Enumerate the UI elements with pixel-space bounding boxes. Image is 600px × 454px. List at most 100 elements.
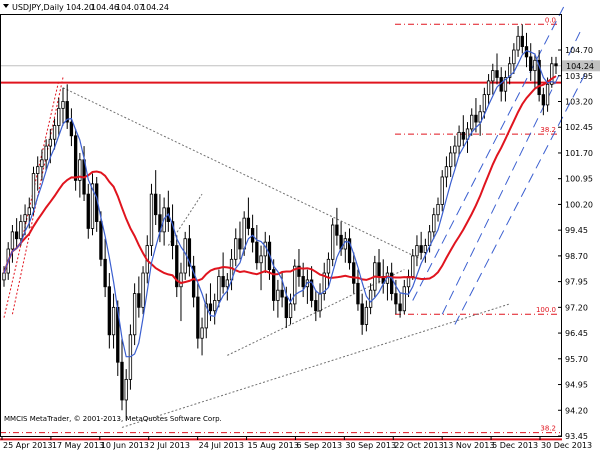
candle-body xyxy=(73,135,78,181)
candle-body xyxy=(179,272,183,288)
price-tick-label: 97.95 xyxy=(565,278,588,287)
price-tick-label: 101.70 xyxy=(565,149,593,158)
time-tick-label: 22 Oct 2013 xyxy=(394,441,443,450)
plot-frame xyxy=(0,14,562,437)
chart-header: USDJPY,Daily 104.20 104.46 104.07 104.24 xyxy=(3,3,169,12)
candle-body xyxy=(436,204,440,216)
candle-body xyxy=(242,217,246,250)
drawing-objects[interactable]: 0.0 38.2 100.0 38.2 xyxy=(0,5,595,441)
candle-body xyxy=(448,152,453,168)
candle-body xyxy=(352,262,356,284)
candle-body xyxy=(474,114,478,123)
price-tick-label: 93.45 xyxy=(565,432,588,441)
candle-body xyxy=(457,131,461,147)
current-price-label: 104.24 xyxy=(566,62,594,71)
fibonacci-level-label: 38.2 xyxy=(540,425,556,433)
time-tick-label: 2 Jul 2013 xyxy=(150,441,190,450)
candle-body xyxy=(533,59,537,72)
candle-body xyxy=(301,276,305,288)
symbol-label: USDJPY,Daily xyxy=(12,3,64,12)
price-tick-label: 96.45 xyxy=(565,329,588,338)
candle-body xyxy=(225,279,229,288)
candle-body xyxy=(293,265,297,305)
candle-body xyxy=(234,238,238,260)
price-tick-label: 100.95 xyxy=(565,175,593,184)
candle-body xyxy=(360,303,364,325)
candle-body xyxy=(69,121,74,137)
candle-body xyxy=(389,272,394,295)
candle-body xyxy=(61,101,65,109)
candle-body xyxy=(204,303,208,329)
candle-body xyxy=(255,241,259,264)
candle-body xyxy=(103,258,107,288)
candle-body xyxy=(331,224,335,260)
candle-body xyxy=(217,276,221,301)
candle-body xyxy=(196,296,200,339)
fibonacci-level-label: 0.0 xyxy=(545,16,556,24)
candle-body xyxy=(529,56,533,72)
time-tick-label: 30 Dec 2013 xyxy=(541,441,592,450)
time-tick-label: 24 Jul 2013 xyxy=(199,441,244,450)
price-tick-label: 100.20 xyxy=(565,200,593,209)
close-price: 104.24 xyxy=(141,3,169,12)
candle-body xyxy=(132,293,137,336)
open-price: 104.20 xyxy=(66,3,94,12)
candle-body xyxy=(314,300,318,312)
candle-body xyxy=(191,265,196,298)
candle-body xyxy=(90,183,95,229)
price-tick-label: 95.70 xyxy=(565,355,588,364)
candle-body xyxy=(52,125,57,140)
candle-body xyxy=(491,70,495,82)
candle-body xyxy=(554,63,558,67)
candle-body xyxy=(326,258,331,274)
candle-body xyxy=(280,289,284,298)
low-price: 104.07 xyxy=(116,3,144,12)
channel-line[interactable] xyxy=(441,29,582,315)
candle-body xyxy=(284,296,288,319)
candle-body xyxy=(432,214,436,233)
price-tick-label: 102.45 xyxy=(565,123,593,132)
candle-body xyxy=(238,238,242,250)
candle-body xyxy=(453,145,457,154)
time-tick-label: 30 Sep 2013 xyxy=(345,441,396,450)
candle-body xyxy=(23,214,27,222)
candle-body xyxy=(99,221,103,260)
candle-body xyxy=(335,224,339,236)
candle-body xyxy=(31,173,36,209)
candle-body xyxy=(221,276,225,288)
candle-body xyxy=(541,94,546,106)
candle-body xyxy=(246,217,251,229)
candle-body xyxy=(537,59,541,96)
time-tick-label: 13 Nov 2013 xyxy=(443,441,494,450)
candle-body xyxy=(276,289,280,301)
candle-body xyxy=(19,221,23,240)
candle-body xyxy=(137,293,141,308)
time-tick-label: 15 Aug 2013 xyxy=(248,441,299,450)
candle-body xyxy=(402,286,406,312)
candle-body xyxy=(419,245,423,253)
candle-body xyxy=(368,289,373,308)
candle-body xyxy=(423,245,428,253)
candle-body xyxy=(27,207,31,216)
candle-body xyxy=(208,303,213,312)
candle-body xyxy=(495,70,499,78)
price-tick-label: 94.20 xyxy=(565,406,588,415)
candle-body xyxy=(36,166,40,174)
trendline[interactable] xyxy=(227,269,405,356)
axes: 104.70 103.95 103.20 102.45 101.70 100.95 100.… xyxy=(0,14,593,450)
moving-averages xyxy=(3,50,557,358)
candle-body xyxy=(322,272,326,295)
time-tick-label: 5 Dec 2013 xyxy=(492,441,538,450)
trendline[interactable] xyxy=(3,80,60,318)
candle-body xyxy=(347,238,352,264)
candle-body xyxy=(86,193,90,229)
candle-body xyxy=(14,231,19,240)
candle-body xyxy=(213,300,217,312)
candle-body xyxy=(288,303,293,319)
candle-body xyxy=(486,80,491,96)
channel-line[interactable] xyxy=(454,56,595,325)
fast-moving-average xyxy=(3,50,557,358)
price-tick-label: 104.70 xyxy=(565,46,593,55)
